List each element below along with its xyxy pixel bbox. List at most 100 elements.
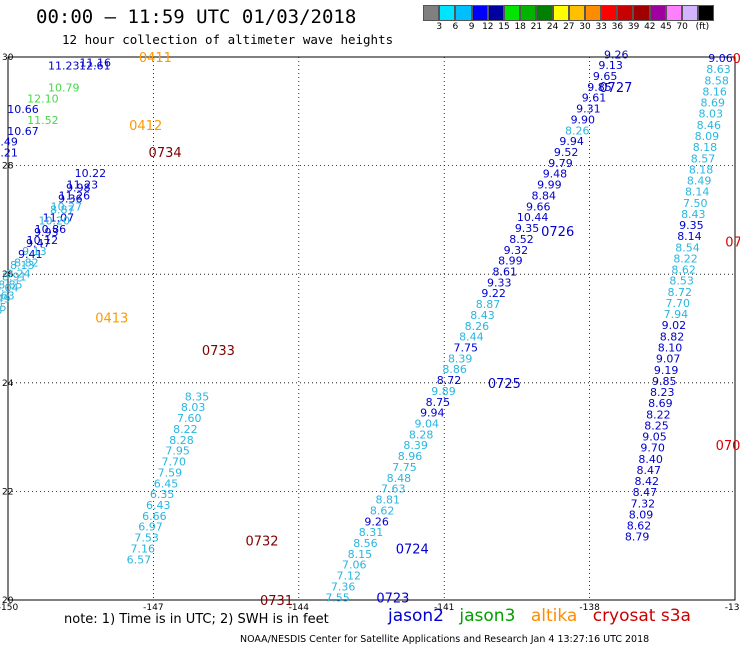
wave-height-value: 9.94	[420, 407, 445, 420]
wave-height-value: 8.63	[0, 290, 15, 303]
color-scale-label: 9	[468, 22, 475, 32]
wave-height-value: 10.27	[51, 201, 83, 214]
color-scale-label: 12	[482, 22, 494, 32]
wave-height-value: 8.79	[625, 531, 650, 544]
wave-height-value: 8.22	[173, 423, 198, 436]
wave-height-value: 12.10	[27, 92, 59, 105]
wave-height-value: 10.86	[35, 223, 67, 236]
color-swatch	[439, 5, 456, 21]
wave-height-value: 6.66	[142, 510, 167, 523]
wave-height-value: 8.62	[370, 504, 395, 517]
wave-height-value: 8.52	[509, 233, 534, 246]
color-swatch	[471, 5, 488, 21]
wave-height-value: 8.86	[442, 363, 467, 376]
pass-time-label: 0727	[599, 81, 632, 96]
wave-height-value: 11.23	[67, 178, 99, 191]
wave-height-value: 12.61	[79, 60, 111, 73]
wave-height-value: 10.20	[39, 215, 71, 228]
wave-height-value: 8.61	[493, 265, 518, 278]
pass-time-label: 0411	[139, 51, 172, 66]
wave-height-value: 8.22	[673, 252, 698, 265]
color-swatch	[665, 5, 682, 21]
y-tick-label: 28	[2, 162, 14, 172]
wave-height-value: 8.63	[706, 63, 731, 76]
pass-time-label: 0726	[541, 225, 574, 240]
x-tick-label: -150	[0, 603, 18, 613]
wave-height-value: 9.99	[537, 179, 562, 192]
wave-height-value: 8.81	[375, 494, 400, 507]
wave-height-value: 9.66	[526, 200, 551, 213]
wave-height-value: 8.43	[681, 208, 706, 221]
legend-jason2: jason2	[388, 606, 444, 626]
satellite-legend: jason2 jason3 altika cryosat s3a	[388, 606, 701, 626]
wave-height-value: 9.13	[598, 59, 623, 72]
wave-height-value: 9.52	[554, 146, 579, 159]
wave-height-value: 9.05	[642, 431, 667, 444]
pass-time-label: 0725	[488, 377, 521, 392]
wave-height-value: 7.55	[0, 301, 7, 314]
wave-height-value: 10.66	[7, 103, 39, 116]
wave-height-value: 7.94	[664, 308, 689, 321]
wave-height-value: 6.35	[150, 488, 175, 501]
wave-height-value: 8.46	[697, 119, 722, 132]
color-swatch	[682, 5, 699, 21]
wave-height-value: 7.70	[162, 456, 187, 469]
color-scale-label: (ft)	[695, 22, 710, 32]
wave-height-value: 9.85	[652, 375, 677, 388]
wave-height-value: 6.57	[127, 553, 152, 566]
wave-height-value: 9.61	[582, 92, 607, 105]
wave-height-value: 8.62	[671, 264, 696, 277]
y-tick-label: 30	[2, 53, 14, 63]
wave-height-value: 8.96	[398, 450, 423, 463]
color-scale-label: 3	[436, 22, 443, 32]
wave-height-value: 11.23	[48, 60, 80, 73]
wave-height-value: 9.04	[415, 418, 440, 431]
wave-height-value: 8.03	[181, 401, 206, 414]
wave-height-value: 9.35	[679, 219, 704, 232]
color-swatch	[601, 5, 618, 21]
wave-height-value: 9.35	[515, 222, 540, 235]
wave-height-value: 6.97	[138, 521, 163, 534]
wave-height-value: 8.42	[635, 475, 660, 488]
color-scale-labels: 3 6 9 12 15 18 21 24 27 30 33 36 39 42 45 70 (ft)	[423, 22, 740, 34]
wave-height-value: 7.50	[683, 197, 708, 210]
wave-height-value: 8.13	[0, 304, 3, 317]
wave-height-value: 8.54	[675, 241, 700, 254]
pass-time-label: 0701	[725, 236, 740, 251]
color-scale-label: 36	[611, 22, 624, 32]
wave-height-value: 8.10	[658, 342, 683, 355]
legend-cryosat-s3a: cryosat s3a	[592, 606, 691, 626]
wave-height-value: 7.12	[336, 570, 361, 583]
color-scale-label: 18	[514, 22, 526, 32]
wave-height-value: 8.56	[353, 537, 378, 550]
x-tick-label: -141	[434, 603, 454, 613]
note-text: note: 1) Time is in UTC; 2) SWH is in fe…	[64, 612, 329, 627]
wave-height-value: 8.13	[10, 259, 35, 272]
wave-height-value: 9.07	[656, 353, 681, 366]
wave-height-value: 8.25	[644, 419, 669, 432]
wave-height-value: 7.59	[158, 466, 183, 479]
color-swatch	[617, 5, 634, 21]
wave-height-value: 9.70	[640, 442, 665, 455]
color-swatch	[520, 5, 537, 21]
wave-height-value: 9.79	[548, 157, 573, 170]
x-tick-label: -135	[725, 603, 740, 613]
color-swatch	[698, 5, 715, 21]
plot-frame	[7, 56, 736, 601]
color-scale-bar	[423, 5, 715, 21]
wave-height-value: 9.24	[6, 267, 31, 280]
wave-height-value: 9.31	[576, 103, 601, 116]
color-swatch	[552, 5, 569, 21]
wave-height-value: 9.93	[34, 226, 59, 239]
wave-height-value: 9.98	[66, 181, 91, 194]
wave-height-value: 8.09	[695, 130, 720, 143]
wave-height-value: 8.87	[476, 298, 501, 311]
pass-time-label: 0412	[129, 119, 162, 134]
pass-time-label: 0734	[149, 146, 182, 161]
wave-height-value: 6.45	[154, 477, 179, 490]
wave-height-value: 8.15	[348, 548, 373, 561]
wave-height-value: 8.18	[689, 163, 714, 176]
wave-height-value: 8.72	[667, 286, 692, 299]
color-swatch	[455, 5, 472, 21]
